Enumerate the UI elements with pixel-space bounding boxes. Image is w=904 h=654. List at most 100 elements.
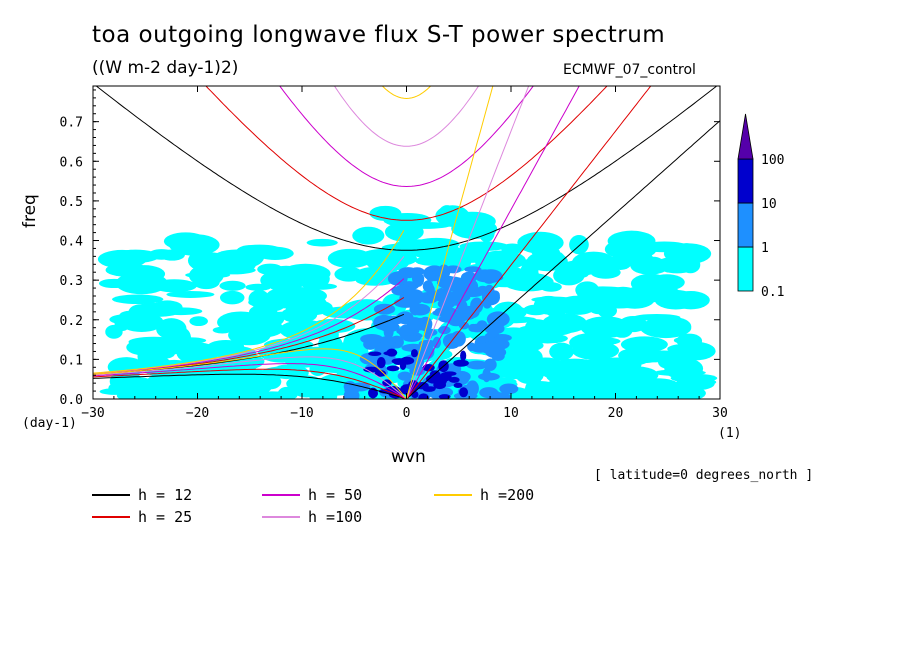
power-patch-0.1 [248,289,270,308]
legend-label: h =200 [480,486,535,504]
power-patch-10 [460,350,467,361]
power-patch-1 [360,333,384,344]
x-tick-label: −10 [290,406,313,421]
y-axis-unit: (day-1) [22,416,77,431]
curve-h200-ig [381,86,432,100]
colorbar: 0.1 1 10 100 [737,113,784,300]
power-patch-1 [492,336,507,343]
x-tick-label: 30 [712,406,728,421]
power-patch-0.1 [264,311,305,319]
power-patch-1 [499,383,519,395]
power-patch-1 [343,388,360,399]
power-patch-0.1 [625,251,654,269]
power-patch-10 [453,359,469,367]
curve-h200-mrg [93,229,405,374]
power-patch-0.1 [156,318,187,340]
power-patch-0.1 [680,256,701,274]
curve-h25-kelvin [406,86,652,399]
power-patch-0.1 [220,290,245,305]
power-patch-0.1 [112,294,164,305]
curve-h12-ig [95,86,718,251]
power-patch-10 [424,386,436,391]
power-patch-0.1 [116,389,158,399]
power-patch-10 [386,348,398,357]
y-tick-label: 0.3 [60,274,83,289]
power-patch-1 [476,320,488,330]
power-patch-0.1 [163,232,208,251]
power-patch-1 [487,392,512,399]
power-patch-1 [386,341,397,350]
colorbar-label: 10 [761,197,777,212]
power-patch-1 [426,271,436,282]
power-patch-1 [402,335,421,342]
curve-h25-er [93,368,407,399]
power-patch-1 [490,290,500,301]
power-patch-0.1 [684,244,701,261]
power-patch-0.1 [623,286,653,305]
power-patch-0.1 [210,265,256,275]
power-patch-0.1 [290,376,323,398]
power-patch-0.1 [128,336,179,347]
x-axis-unit: (1) [718,426,742,441]
power-patch-0.1 [327,248,373,269]
legend-label: h = 50 [308,486,363,504]
x-tick-label: 10 [503,406,519,421]
power-patch-0.1 [216,377,267,399]
power-patch-0.1 [627,386,672,399]
power-patch-1 [482,297,492,309]
power-patch-0.1 [673,336,698,345]
curve-h12-er [93,373,407,399]
legend-label: h =100 [308,508,363,526]
power-patch-0.1 [260,271,287,289]
power-patch-1 [478,269,503,284]
power-patch-0.1 [590,266,621,279]
y-tick-label: 0.4 [60,235,84,250]
power-patch-10 [453,382,463,388]
power-patch-10 [459,387,469,398]
power-patch-0.1 [343,333,360,354]
x-tick-label: 0 [403,406,411,421]
power-patch-0.1 [559,260,600,276]
power-patch-0.1 [277,386,296,399]
power-patch-0.1 [556,358,594,368]
curve-h25-ig [205,86,608,221]
colorbar-segment [737,158,754,204]
power-patch-0.1 [334,266,364,282]
power-patch-1 [409,303,431,316]
power-patch-10 [439,372,452,382]
power-patch-0.1 [585,380,638,399]
power-patch-0.1 [514,259,546,267]
curve-h50-ig [279,86,534,188]
legend-label: h = 25 [138,508,193,526]
power-patch-1 [422,280,434,293]
power-field [97,205,718,399]
legend-swatch [434,494,472,496]
power-patch-10 [391,358,408,365]
power-patch-10 [363,366,380,373]
power-patch-0.1 [659,257,677,267]
power-patch-0.1 [105,324,123,339]
power-patch-0.1 [589,374,637,385]
chart-units: ((W m-2 day-1)2) [92,58,239,78]
power-patch-0.1 [109,314,143,325]
y-tick-label: 0.2 [60,314,83,329]
power-patch-0.1 [523,304,549,316]
power-patch-10 [376,357,386,369]
power-patch-10 [374,370,387,377]
power-patch-10 [438,394,451,399]
y-tick-label: 0.0 [60,393,83,408]
power-patch-0.1 [189,316,208,327]
power-patch-1 [397,267,419,279]
legend-swatch [262,494,300,496]
power-patch-10 [386,365,400,372]
power-patch-0.1 [664,357,704,380]
curve-h50-kelvin [406,86,580,399]
power-patch-0.1 [256,246,294,261]
colorbar-label: 0.1 [761,285,784,300]
power-patch-10 [433,380,447,390]
power-patch-10 [410,349,418,358]
power-patch-0.1 [540,282,562,292]
power-patch-0.1 [307,349,357,369]
power-patch-0.1 [542,313,588,334]
